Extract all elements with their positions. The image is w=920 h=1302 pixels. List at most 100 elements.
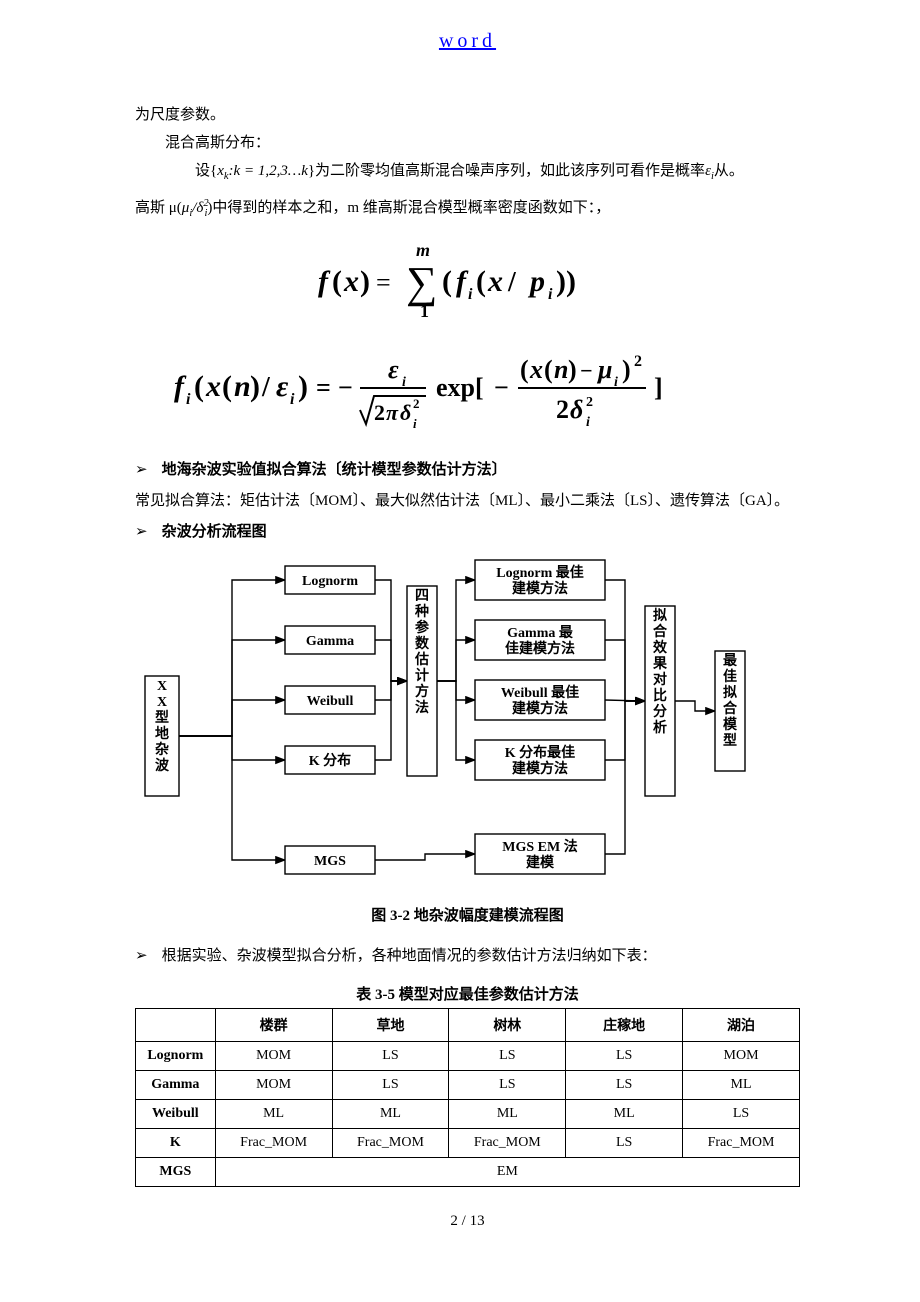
svg-text:佳: 佳 [723,668,737,685]
eq1-svg: f ( x ) = ∑ m 1 ( f i ( x / p i )) [308,241,628,321]
svg-text:1: 1 [420,301,429,321]
svg-text:]: ] [654,373,663,402]
txt-post: 从。 [714,163,744,179]
table-header: 庄稼地 [566,1009,683,1042]
svg-text:Lognorm 最佳: Lognorm 最佳 [496,564,584,581]
svg-text:exp[: exp[ [436,373,484,402]
table-cell: ML [683,1071,800,1100]
svg-text:种: 种 [414,603,429,620]
svg-text:Weibull: Weibull [307,694,354,709]
txt-pre: 设{ [195,163,217,179]
math-xk: xk:k = 1,2,3…k [217,163,308,179]
svg-text:): ) [360,265,370,298]
svg-text:2: 2 [374,400,385,425]
svg-text:法: 法 [415,699,429,716]
svg-text:合: 合 [723,700,738,717]
svg-text:x: x [205,370,221,403]
table-row: GammaMOMLSLSLSML [136,1071,800,1100]
svg-text:x: x [529,355,543,384]
page: word 为尺度参数。 混合高斯分布： 设{xk:k = 1,2,3…k}为二阶… [0,0,920,1260]
svg-text:): ) [298,370,308,403]
svg-text:x: x [343,265,359,298]
svg-text:−: − [494,373,509,402]
svg-text:i: i [548,286,553,303]
svg-text:(: ( [442,265,452,298]
svg-text:X: X [157,695,167,710]
svg-text:ε: ε [276,370,289,403]
bullet-flowchart: ➢杂波分析流程图 [135,519,800,546]
svg-text:MGS EM 法: MGS EM 法 [502,838,577,855]
best-params-table: 楼群草地树林庄稼地湖泊LognormMOMLSLSLSMOMGammaMOMLS… [135,1008,800,1187]
svg-text:型: 型 [723,732,737,749]
para-scale: 为尺度参数。 [135,103,800,127]
svg-text:i: i [186,391,191,408]
table-header: 湖泊 [683,1009,800,1042]
svg-text:建模方法: 建模方法 [512,580,568,597]
svg-text:δ: δ [400,400,411,425]
table-cell: Frac_MOM [683,1129,800,1158]
table-row: WeibullMLMLMLMLLS [136,1100,800,1129]
table-cell: LS [332,1071,449,1100]
table-cell: ML [449,1100,566,1129]
bullet-icon: ➢ [135,461,148,478]
svg-text:(: ( [194,370,204,403]
svg-text:x: x [487,265,503,298]
flowchart: XX型地杂波LognormGammaWeibullK 分布MGS四种参数估计方法… [135,556,805,896]
flowchart-caption: 图 3-2 地杂波幅度建模流程图 [135,904,800,925]
table-cell: Frac_MOM [215,1129,332,1158]
svg-text:i: i [413,416,417,431]
para-seq: 设{xk:k = 1,2,3…k}为二阶零均值高斯混合噪声序列，如此该序列可看作… [135,159,800,186]
svg-text:效: 效 [653,639,668,656]
svg-text:=: = [376,268,391,297]
table-cell: LS [566,1129,683,1158]
svg-text:∑: ∑ [406,258,437,307]
table-cell: EM [215,1158,799,1187]
table-cell: ML [215,1100,332,1129]
svg-text:Weibull 最佳: Weibull 最佳 [501,684,579,701]
svg-text:π: π [386,400,399,425]
table-cell: LS [449,1071,566,1100]
svg-text:型: 型 [155,709,169,726]
table-rowhead: Gamma [136,1071,216,1100]
svg-text:−: − [580,358,593,383]
svg-text:n: n [554,355,568,384]
svg-text:方: 方 [415,683,429,700]
svg-text:波: 波 [155,757,170,774]
svg-text:i: i [468,286,473,303]
svg-text:K 分布最佳: K 分布最佳 [505,744,575,761]
svg-text:X: X [157,679,167,694]
bullet-icon: ➢ [135,947,148,964]
table-cell: ML [332,1100,449,1129]
svg-text:): ) [568,355,577,384]
svg-text:杂: 杂 [155,742,169,758]
svg-text:分: 分 [653,704,667,720]
para-gauss-mu: 高斯 μ(μi/δ2i)中得到的样本之和，m 维高斯混合模型概率密度函数如下：， [135,196,800,223]
svg-text:四: 四 [415,588,429,604]
table-rowhead: Weibull [136,1100,216,1129]
txt-gauss-post: )中得到的样本之和，m 维高斯混合模型概率密度函数如下：， [207,200,610,216]
svg-text:(: ( [222,370,232,403]
svg-text:果: 果 [652,656,668,672]
svg-text:(: ( [476,265,486,298]
svg-text:建模方法: 建模方法 [512,760,568,777]
svg-text:−: − [338,373,353,402]
svg-text:μ: μ [596,355,612,384]
txt-mid: }为二阶零均值高斯混合噪声序列，如此该序列可看作是概率 [308,163,705,179]
header-link[interactable]: word [135,30,800,53]
svg-text:2: 2 [413,396,420,411]
svg-text:Gamma: Gamma [306,634,354,649]
para-mixgauss-title: 混合高斯分布： [135,131,800,155]
svg-text:建模: 建模 [526,854,555,871]
math-mudelta: μi/δ2i [182,200,208,216]
table-cell: Frac_MOM [449,1129,566,1158]
svg-text:(: ( [520,355,529,384]
table-cell: MOM [215,1042,332,1071]
table-row: KFrac_MOMFrac_MOMFrac_MOMLSFrac_MOM [136,1129,800,1158]
table-cell: LS [683,1100,800,1129]
svg-text:): ) [622,355,631,384]
table-cell: ML [566,1100,683,1129]
table-cell: MOM [683,1042,800,1071]
svg-text:建模方法: 建模方法 [512,700,568,717]
svg-text:比: 比 [653,687,667,704]
table-cell: MOM [215,1071,332,1100]
